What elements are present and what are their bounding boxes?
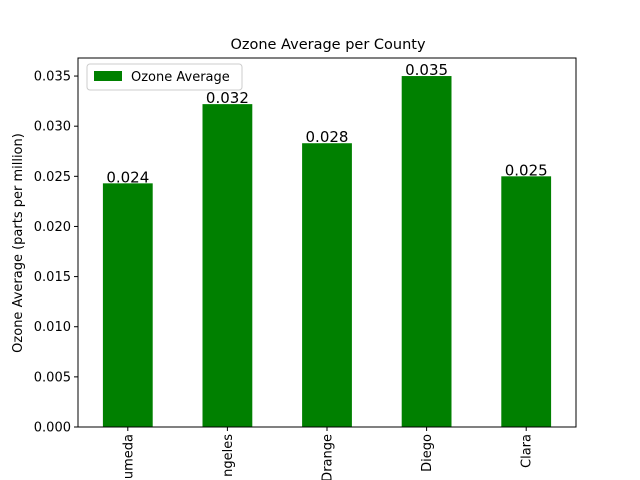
x-tick-label: Clara [520,434,535,468]
bar-orange [302,143,352,428]
bar-san-diego [401,76,452,427]
data-label: 0.035 [405,61,448,79]
y-tick-label: 0.025 [34,170,71,185]
y-tick-label: 0.005 [34,370,71,385]
legend: Ozone Average [86,63,243,91]
x-tick-label: ngeles [221,434,236,477]
x-tick-labels: umeda ngeles Drange Diego Clara [121,434,534,480]
x-tick-label: umeda [121,434,136,479]
chart-title: Ozone Average per County [230,37,426,53]
data-label: 0.024 [106,168,149,186]
x-tick-label: Diego [420,434,435,472]
y-tick-label: 0.000 [34,421,71,436]
data-label: 0.032 [206,89,249,107]
bar-alameda [102,183,153,427]
y-tick-label: 0.035 [34,70,71,85]
y-tick-label: 0.015 [34,270,71,285]
legend-box [86,63,243,91]
bar-santa-clara [501,176,552,427]
y-axis-label: Ozone Average (parts per million) [11,133,26,353]
y-tick-label: 0.020 [34,220,71,235]
y-tick-label: 0.030 [34,120,71,135]
bar-los-angeles [202,104,253,427]
data-label: 0.025 [505,161,548,179]
legend-label: Ozone Average [131,70,230,85]
plot-area: 0.024 0.032 0.028 0.035 0.025 0.000 0.005 0.010… [34,57,577,480]
y-tick-label: 0.010 [34,320,71,335]
x-tick-label: Drange [321,434,336,480]
legend-swatch [94,71,122,81]
data-label: 0.028 [306,128,349,146]
